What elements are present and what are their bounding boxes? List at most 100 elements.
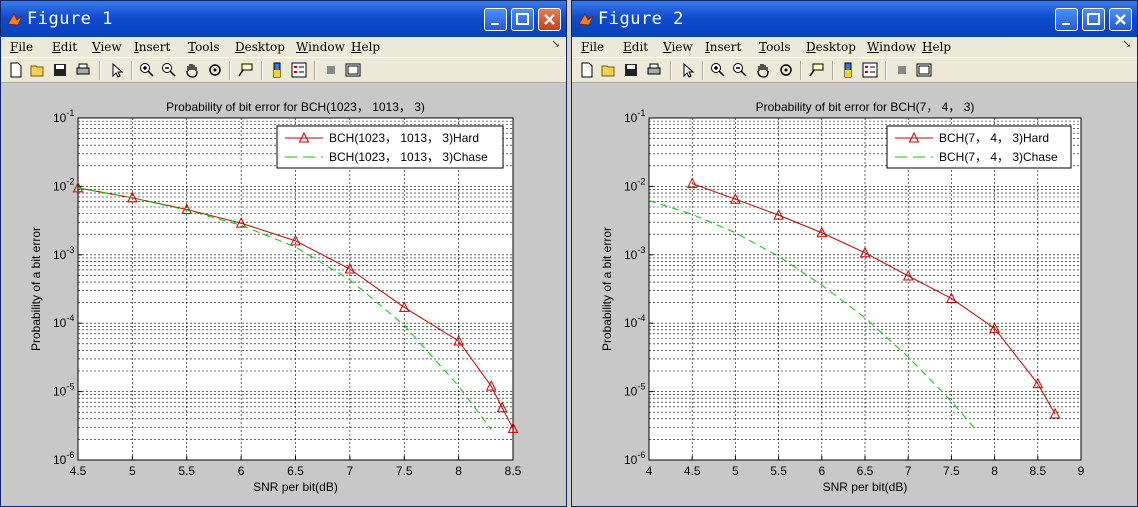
data-point-marker — [453, 334, 464, 346]
menu-tools[interactable]: Tools — [759, 40, 791, 54]
y-tick-exponent: -5 — [637, 382, 645, 392]
hide-plot-tools-icon[interactable] — [894, 62, 910, 78]
menu-file[interactable]: File — [10, 40, 34, 54]
chart-svg[interactable]: 4 4.5 5 5.5 6 6.5 7 7.5 8 8.5 910-610-510-410-310-… — [572, 84, 1137, 506]
menu-desktop[interactable]: Desktop — [806, 40, 856, 54]
maximize-button[interactable] — [511, 8, 534, 31]
y-tick-exponent: -3 — [637, 245, 645, 255]
x-axis-label: SNR per bit(dB) — [253, 480, 338, 494]
y-tick-base: 10 — [53, 248, 67, 262]
toolbar-separator — [885, 61, 887, 80]
series-line-chase — [648, 200, 978, 432]
y-tick-base: 10 — [624, 179, 638, 193]
print-icon[interactable] — [75, 62, 91, 78]
figure-2-window: Figure 2 File Edit View Insert Tools Des… — [571, 0, 1138, 507]
x-tick-label: 5 — [129, 464, 136, 478]
minimize-button[interactable] — [1055, 8, 1078, 31]
data-point-marker — [485, 380, 497, 391]
series-line-hard — [77, 187, 514, 429]
y-axis-label: Probability of a bit error — [29, 227, 43, 351]
menu-window[interactable]: Window — [296, 40, 345, 54]
save-icon[interactable] — [52, 62, 68, 78]
menu-overflow-icon[interactable]: ↘ — [551, 39, 560, 50]
title-bar[interactable]: Figure 2 — [572, 1, 1137, 37]
maximize-icon — [516, 13, 529, 25]
pan-icon[interactable] — [184, 62, 200, 78]
zoom-in-icon[interactable] — [710, 62, 726, 78]
rotate-3d-icon[interactable] — [207, 62, 223, 78]
menu-edit[interactable]: Edit — [52, 40, 78, 54]
show-plot-tools-icon[interactable] — [916, 62, 932, 78]
y-axis-label: Probability of a bit error — [600, 227, 614, 351]
y-tick-label: 10-5 — [53, 382, 74, 399]
data-point-marker — [816, 226, 828, 238]
legend-marker — [908, 131, 920, 143]
legend — [886, 125, 1072, 169]
y-tick-exponent: -1 — [637, 108, 645, 118]
toolbar-separator — [99, 61, 101, 80]
chart-title: Probability of bit error for BCH(7， 4， 3… — [756, 100, 975, 114]
show-plot-tools-icon[interactable] — [345, 62, 361, 78]
colorbar-icon[interactable] — [840, 62, 856, 78]
menu-desktop[interactable]: Desktop — [235, 40, 285, 54]
chart-svg[interactable]: 4.5 5 5.5 6 6.5 7 7.5 8 8.510-610-510-410-310-21… — [1, 84, 566, 506]
legend-entry: BCH(7， 4， 3)Hard — [939, 131, 1049, 145]
menu-view[interactable]: View — [663, 40, 693, 54]
data-cursor-icon[interactable] — [237, 62, 253, 78]
open-file-icon[interactable] — [601, 62, 617, 78]
menu-bar: File Edit View Insert Tools Desktop Wind… — [572, 37, 1137, 57]
zoom-in-icon[interactable] — [139, 62, 155, 78]
menu-tools[interactable]: Tools — [188, 40, 220, 54]
menu-window[interactable]: Window — [867, 40, 916, 54]
y-tick-base: 10 — [53, 385, 67, 399]
y-tick-base: 10 — [53, 316, 67, 330]
y-tick-label: 10-3 — [624, 245, 645, 262]
pointer-icon[interactable] — [109, 62, 125, 78]
matlab-icon — [7, 13, 23, 26]
open-file-icon[interactable] — [30, 62, 46, 78]
data-point-marker — [507, 422, 519, 433]
y-tick-exponent: -6 — [637, 450, 645, 460]
menu-overflow-icon[interactable]: ↘ — [1122, 39, 1131, 50]
close-button[interactable] — [1109, 8, 1132, 31]
menu-insert[interactable]: Insert — [705, 40, 742, 54]
menu-help[interactable]: Help — [922, 40, 952, 54]
colorbar-icon[interactable] — [269, 62, 285, 78]
toolbar-separator — [261, 61, 263, 80]
close-button[interactable] — [538, 8, 561, 31]
new-figure-icon[interactable] — [579, 62, 595, 78]
pan-icon[interactable] — [755, 62, 771, 78]
zoom-out-icon[interactable] — [161, 62, 177, 78]
menu-file[interactable]: File — [581, 40, 605, 54]
zoom-out-icon[interactable] — [732, 62, 748, 78]
menu-help[interactable]: Help — [351, 40, 381, 54]
minimize-icon — [491, 23, 499, 25]
title-bar[interactable]: Figure 1 — [1, 1, 566, 37]
hide-plot-tools-icon[interactable] — [323, 62, 339, 78]
menu-view[interactable]: View — [92, 40, 122, 54]
menu-insert[interactable]: Insert — [134, 40, 171, 54]
legend-icon[interactable] — [862, 62, 878, 78]
data-point-marker — [72, 181, 84, 193]
y-tick-exponent: -6 — [66, 450, 74, 460]
new-figure-icon[interactable] — [8, 62, 24, 78]
maximize-button[interactable] — [1082, 8, 1105, 31]
menu-edit[interactable]: Edit — [623, 40, 649, 54]
rotate-3d-icon[interactable] — [778, 62, 794, 78]
toolbar-separator — [229, 61, 231, 80]
data-point-marker — [344, 262, 356, 274]
y-tick-base: 10 — [53, 453, 67, 467]
series-line-chase — [77, 187, 492, 430]
data-point-marker — [1032, 377, 1044, 389]
data-point-marker — [496, 401, 508, 413]
data-point-marker — [989, 322, 1000, 333]
plot-area — [649, 118, 1081, 460]
print-icon[interactable] — [646, 62, 662, 78]
y-tick-base: 10 — [624, 111, 638, 125]
data-cursor-icon[interactable] — [808, 62, 824, 78]
minimize-button[interactable] — [484, 8, 507, 31]
legend-icon[interactable] — [291, 62, 307, 78]
pointer-icon[interactable] — [680, 62, 696, 78]
minimize-icon — [1062, 23, 1070, 25]
save-icon[interactable] — [623, 62, 639, 78]
